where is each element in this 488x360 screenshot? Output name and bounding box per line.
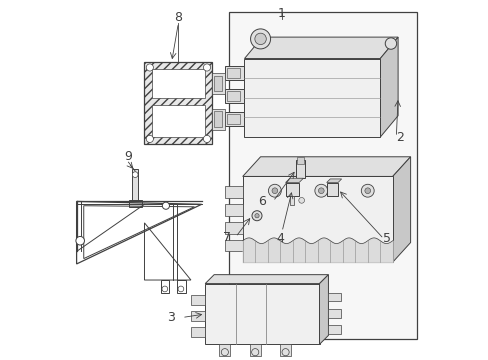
Circle shape — [364, 188, 370, 194]
Bar — [224, 112, 244, 126]
Bar — [289, 196, 294, 205]
Bar — [129, 201, 142, 207]
Bar — [328, 325, 340, 334]
Bar — [160, 280, 169, 293]
Bar — [229, 12, 416, 339]
Polygon shape — [244, 37, 397, 59]
Circle shape — [146, 135, 153, 143]
Circle shape — [76, 237, 84, 245]
Bar — [244, 59, 380, 137]
Bar — [190, 327, 205, 337]
Bar — [224, 222, 242, 234]
Bar — [326, 183, 337, 196]
Bar — [190, 311, 205, 321]
Polygon shape — [242, 157, 410, 176]
Bar — [227, 91, 240, 101]
Polygon shape — [380, 37, 397, 137]
Bar — [249, 344, 260, 356]
Circle shape — [203, 64, 210, 71]
Text: 2: 2 — [395, 131, 403, 144]
Circle shape — [361, 184, 373, 197]
Polygon shape — [326, 179, 341, 183]
Circle shape — [254, 33, 266, 45]
Bar — [219, 344, 230, 356]
Bar — [132, 169, 138, 202]
Bar — [176, 280, 185, 293]
Circle shape — [271, 188, 277, 194]
Circle shape — [254, 213, 259, 218]
Text: 6: 6 — [258, 195, 266, 208]
Circle shape — [314, 184, 327, 197]
Bar — [224, 240, 242, 251]
Bar — [227, 114, 240, 124]
Bar — [151, 105, 205, 137]
Bar — [205, 284, 319, 344]
Bar — [296, 160, 305, 178]
Circle shape — [162, 202, 169, 209]
Circle shape — [318, 188, 324, 194]
Bar — [285, 183, 299, 196]
Text: 7: 7 — [222, 231, 230, 244]
Bar — [242, 176, 392, 262]
Polygon shape — [285, 178, 303, 183]
Bar — [224, 66, 244, 80]
Bar — [328, 293, 340, 301]
Bar — [212, 73, 224, 94]
Bar — [151, 69, 205, 98]
Text: 4: 4 — [276, 233, 284, 246]
Polygon shape — [205, 275, 328, 284]
Bar — [280, 344, 290, 356]
Text: 9: 9 — [124, 150, 132, 163]
Bar — [214, 111, 222, 127]
Text: 5: 5 — [383, 233, 390, 246]
Bar — [214, 76, 222, 91]
Circle shape — [268, 184, 281, 197]
Text: 3: 3 — [167, 311, 175, 324]
Bar — [227, 68, 240, 78]
Polygon shape — [319, 275, 328, 344]
Polygon shape — [392, 157, 410, 262]
Circle shape — [146, 64, 153, 71]
Circle shape — [250, 29, 270, 49]
Bar — [224, 186, 242, 198]
Bar — [190, 295, 205, 305]
Bar — [297, 157, 304, 164]
Circle shape — [298, 198, 304, 203]
Text: 1: 1 — [278, 8, 285, 21]
Bar — [144, 62, 212, 144]
Bar — [328, 309, 340, 318]
Bar — [212, 109, 224, 130]
Circle shape — [203, 135, 210, 143]
Text: 8: 8 — [174, 11, 182, 24]
Circle shape — [251, 211, 262, 221]
Circle shape — [385, 38, 396, 49]
Bar — [224, 204, 242, 216]
Circle shape — [132, 172, 138, 177]
Bar — [224, 89, 244, 103]
